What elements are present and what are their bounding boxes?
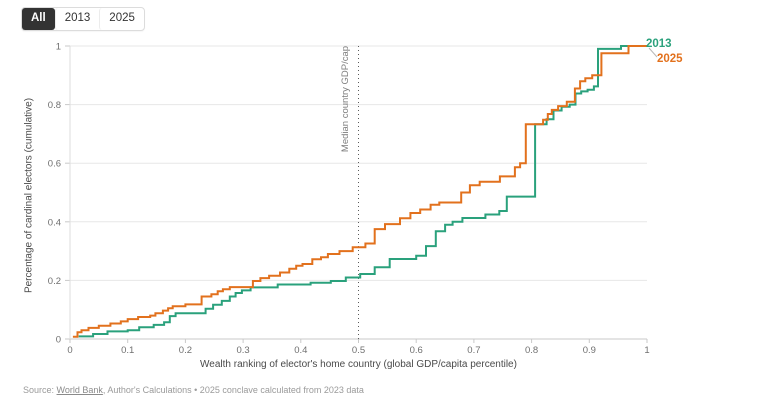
y-axis-title: Percentage of cardinal electors (cumulat…: [23, 97, 35, 294]
filter-button-2013[interactable]: 2013: [54, 8, 100, 30]
x-tick-label: 1: [644, 345, 649, 356]
x-tick-label: 0.9: [583, 345, 596, 356]
x-tick-label: 0: [67, 345, 72, 356]
x-tick-label: 0.5: [352, 345, 365, 356]
series-label-2025: 2025: [657, 53, 683, 65]
x-tick-label: 0.7: [467, 345, 480, 356]
year-filter-segmented-control: All 2013 2025: [21, 7, 145, 31]
source-rest: , Author's Calculations • 2025 conclave …: [102, 385, 364, 395]
y-tick-label: 1: [56, 42, 61, 53]
x-tick-label: 0.8: [525, 345, 538, 356]
source-prefix: Source:: [23, 385, 57, 395]
y-tick-label: 0.8: [48, 100, 61, 111]
series-2013-line: [78, 45, 647, 338]
x-axis-title: Wealth ranking of elector's home country…: [200, 359, 517, 370]
filter-button-all[interactable]: All: [22, 8, 55, 30]
x-tick-label: 0.3: [236, 345, 249, 356]
series-label-2013: 2013: [646, 38, 672, 50]
y-tick-label: 0: [56, 335, 61, 346]
y-tick-label: 0.6: [48, 159, 61, 170]
x-tick-label: 0.2: [179, 345, 192, 356]
x-tick-label: 0.6: [410, 345, 423, 356]
legend-leader-line: [648, 47, 658, 58]
x-tick-label: 0.4: [294, 345, 307, 356]
median-annotation-label: Median country GDP/cap: [340, 45, 351, 153]
series-2025-line: [72, 45, 647, 338]
y-tick-label: 0.4: [48, 217, 61, 228]
x-tick-label: 0.1: [121, 345, 134, 356]
filter-button-2025[interactable]: 2025: [99, 8, 144, 30]
source-line: Source: World Bank, Author's Calculation…: [23, 385, 364, 395]
y-tick-label: 0.2: [48, 276, 61, 287]
source-link-world-bank[interactable]: World Bank: [56, 385, 103, 395]
